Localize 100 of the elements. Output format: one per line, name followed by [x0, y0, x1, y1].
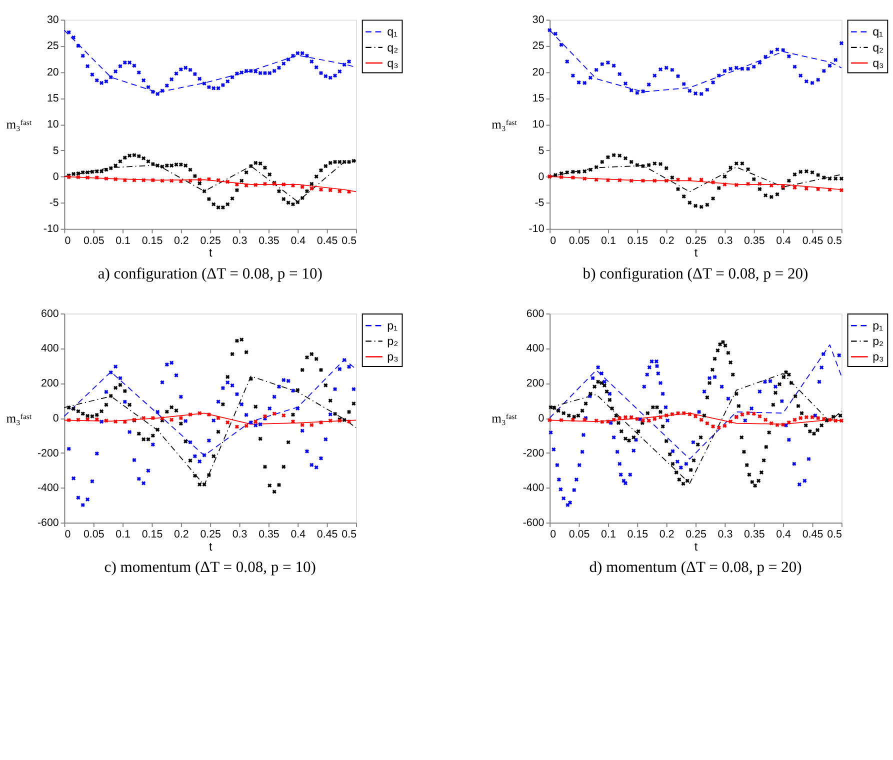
x-tick-label: 0.3: [232, 234, 248, 247]
x-tick-label: 0.5: [827, 234, 842, 247]
y-tick-label: 200: [526, 378, 544, 390]
legend-label: p₁: [872, 320, 884, 333]
x-tick-label: 0.45: [802, 528, 824, 541]
x-tick-label: 0.25: [200, 528, 222, 541]
y-tick-label: 30: [46, 14, 59, 26]
y-tick-label: 30: [532, 14, 544, 26]
y-tick-label: 10: [532, 118, 544, 131]
x-tick-label: 0.2: [174, 528, 189, 541]
y-axis-title: m₃ᶠᵃˢᵗ: [492, 118, 518, 132]
y-tick-label: 600: [41, 308, 59, 320]
x-axis-title: t: [694, 540, 698, 554]
y-tick-label: 0: [52, 412, 59, 424]
x-tick-label: 0.4: [776, 528, 792, 541]
x-tick-label: 0.45: [316, 528, 338, 541]
y-tick-label: 600: [526, 308, 544, 320]
y-axis-title: m₃ᶠᵃˢᵗ: [6, 118, 32, 132]
y-tick-label: -200: [522, 447, 544, 460]
x-tick-label: 0.35: [258, 234, 280, 247]
x-tick-label: 0: [64, 528, 71, 541]
y-axis-title: m₃ᶠᵃˢᵗ: [6, 411, 32, 426]
x-tick-label: 0.1: [116, 528, 131, 541]
x-tick-label: 0.4: [290, 234, 306, 247]
text: d) momentum (ΔT = 0.08, p = 20): [589, 559, 802, 576]
x-tick-label: 0.25: [686, 234, 706, 247]
y-tick-label: -10: [528, 223, 544, 236]
y-tick-label: 400: [526, 342, 544, 355]
legend-label: q₃: [872, 56, 884, 70]
y-tick-label: 15: [532, 92, 544, 105]
y-tick-label: 400: [41, 342, 59, 355]
legend-label: p₂: [387, 335, 398, 348]
x-tick-label: 0.25: [200, 234, 222, 247]
x-tick-label: 0.5: [827, 528, 842, 541]
x-tick-label: 0.05: [83, 528, 104, 541]
x-tick-label: 0.3: [718, 528, 733, 541]
x-tick-label: 0.15: [142, 234, 163, 247]
x-tick-label: 0.45: [316, 234, 338, 247]
x-tick-label: 0.15: [627, 528, 648, 541]
y-tick-label: -600: [522, 517, 544, 530]
x-tick-label: 0.45: [802, 234, 824, 247]
legend-label: p₂: [872, 335, 884, 348]
y-tick-label: 25: [532, 40, 544, 52]
x-tick-label: 0.5: [342, 234, 357, 247]
text: a) configuration (ΔT = 0.08, p = 10): [98, 265, 322, 282]
legend-label: q₂: [872, 41, 884, 54]
y-tick-label: -200: [37, 447, 59, 460]
x-tick-label: 0.05: [568, 528, 590, 541]
y-tick-label: 15: [46, 92, 59, 105]
y-tick-label: -5: [49, 197, 59, 210]
x-tick-label: 0.05: [83, 234, 104, 247]
y-tick-label: 5: [538, 144, 544, 157]
legend-label: p₃: [872, 350, 884, 364]
y-axis-title: m₃ᶠᵃˢᵗ: [492, 411, 518, 426]
y-tick-label: 20: [46, 66, 59, 78]
y-tick-label: -400: [522, 482, 544, 494]
y-tick-label: -400: [37, 482, 59, 494]
y-tick-label: 5: [52, 144, 59, 157]
y-tick-label: -600: [37, 517, 59, 530]
x-tick-label: 0.35: [744, 528, 765, 541]
x-tick-label: 0.2: [659, 528, 674, 541]
legend-label: p₁: [387, 320, 398, 333]
x-tick-label: 0: [550, 528, 556, 541]
x-tick-label: 0.15: [627, 234, 648, 247]
x-axis-title: t: [208, 246, 213, 260]
x-tick-label: 0.15: [142, 528, 163, 541]
x-tick-label: 0.35: [744, 234, 765, 247]
y-tick-label: -10: [43, 223, 59, 236]
x-tick-label: 0.1: [601, 528, 616, 541]
x-tick-label: 0.1: [601, 234, 616, 247]
legend-label: q₃: [387, 56, 399, 70]
x-tick-label: 0.4: [290, 528, 306, 541]
x-tick-label: 0.2: [659, 234, 674, 247]
y-tick-label: 0: [538, 412, 544, 424]
y-tick-label: 200: [41, 378, 59, 390]
x-tick-label: 0.4: [776, 234, 792, 247]
y-tick-label: 25: [46, 40, 59, 52]
x-tick-label: 0.25: [686, 528, 706, 541]
text: b) configuration (ΔT = 0.08, p = 20): [582, 265, 808, 282]
x-tick-label: 0.3: [232, 528, 248, 541]
x-tick-label: 0.5: [342, 528, 357, 541]
x-axis-title: t: [694, 246, 698, 260]
y-tick-label: 20: [532, 66, 544, 78]
text: c) momentum (ΔT = 0.08, p = 10): [104, 559, 316, 576]
x-tick-label: 0.05: [568, 234, 590, 247]
y-tick-label: -5: [534, 197, 544, 210]
x-tick-label: 0.35: [258, 528, 280, 541]
y-tick-label: 0: [52, 170, 59, 183]
legend-label: q₁: [872, 26, 884, 39]
x-tick-label: 0.3: [718, 234, 733, 247]
legend-label: q₂: [387, 41, 398, 54]
legend-label: q₁: [387, 26, 398, 39]
x-tick-label: 0: [550, 234, 556, 247]
x-tick-label: 0.1: [116, 234, 131, 247]
y-tick-label: 10: [46, 118, 59, 131]
x-tick-label: 0.2: [174, 234, 189, 247]
legend-label: p₃: [387, 350, 399, 364]
x-tick-label: 0: [64, 234, 71, 247]
y-tick-label: 0: [538, 170, 544, 183]
x-axis-title: t: [208, 540, 213, 554]
